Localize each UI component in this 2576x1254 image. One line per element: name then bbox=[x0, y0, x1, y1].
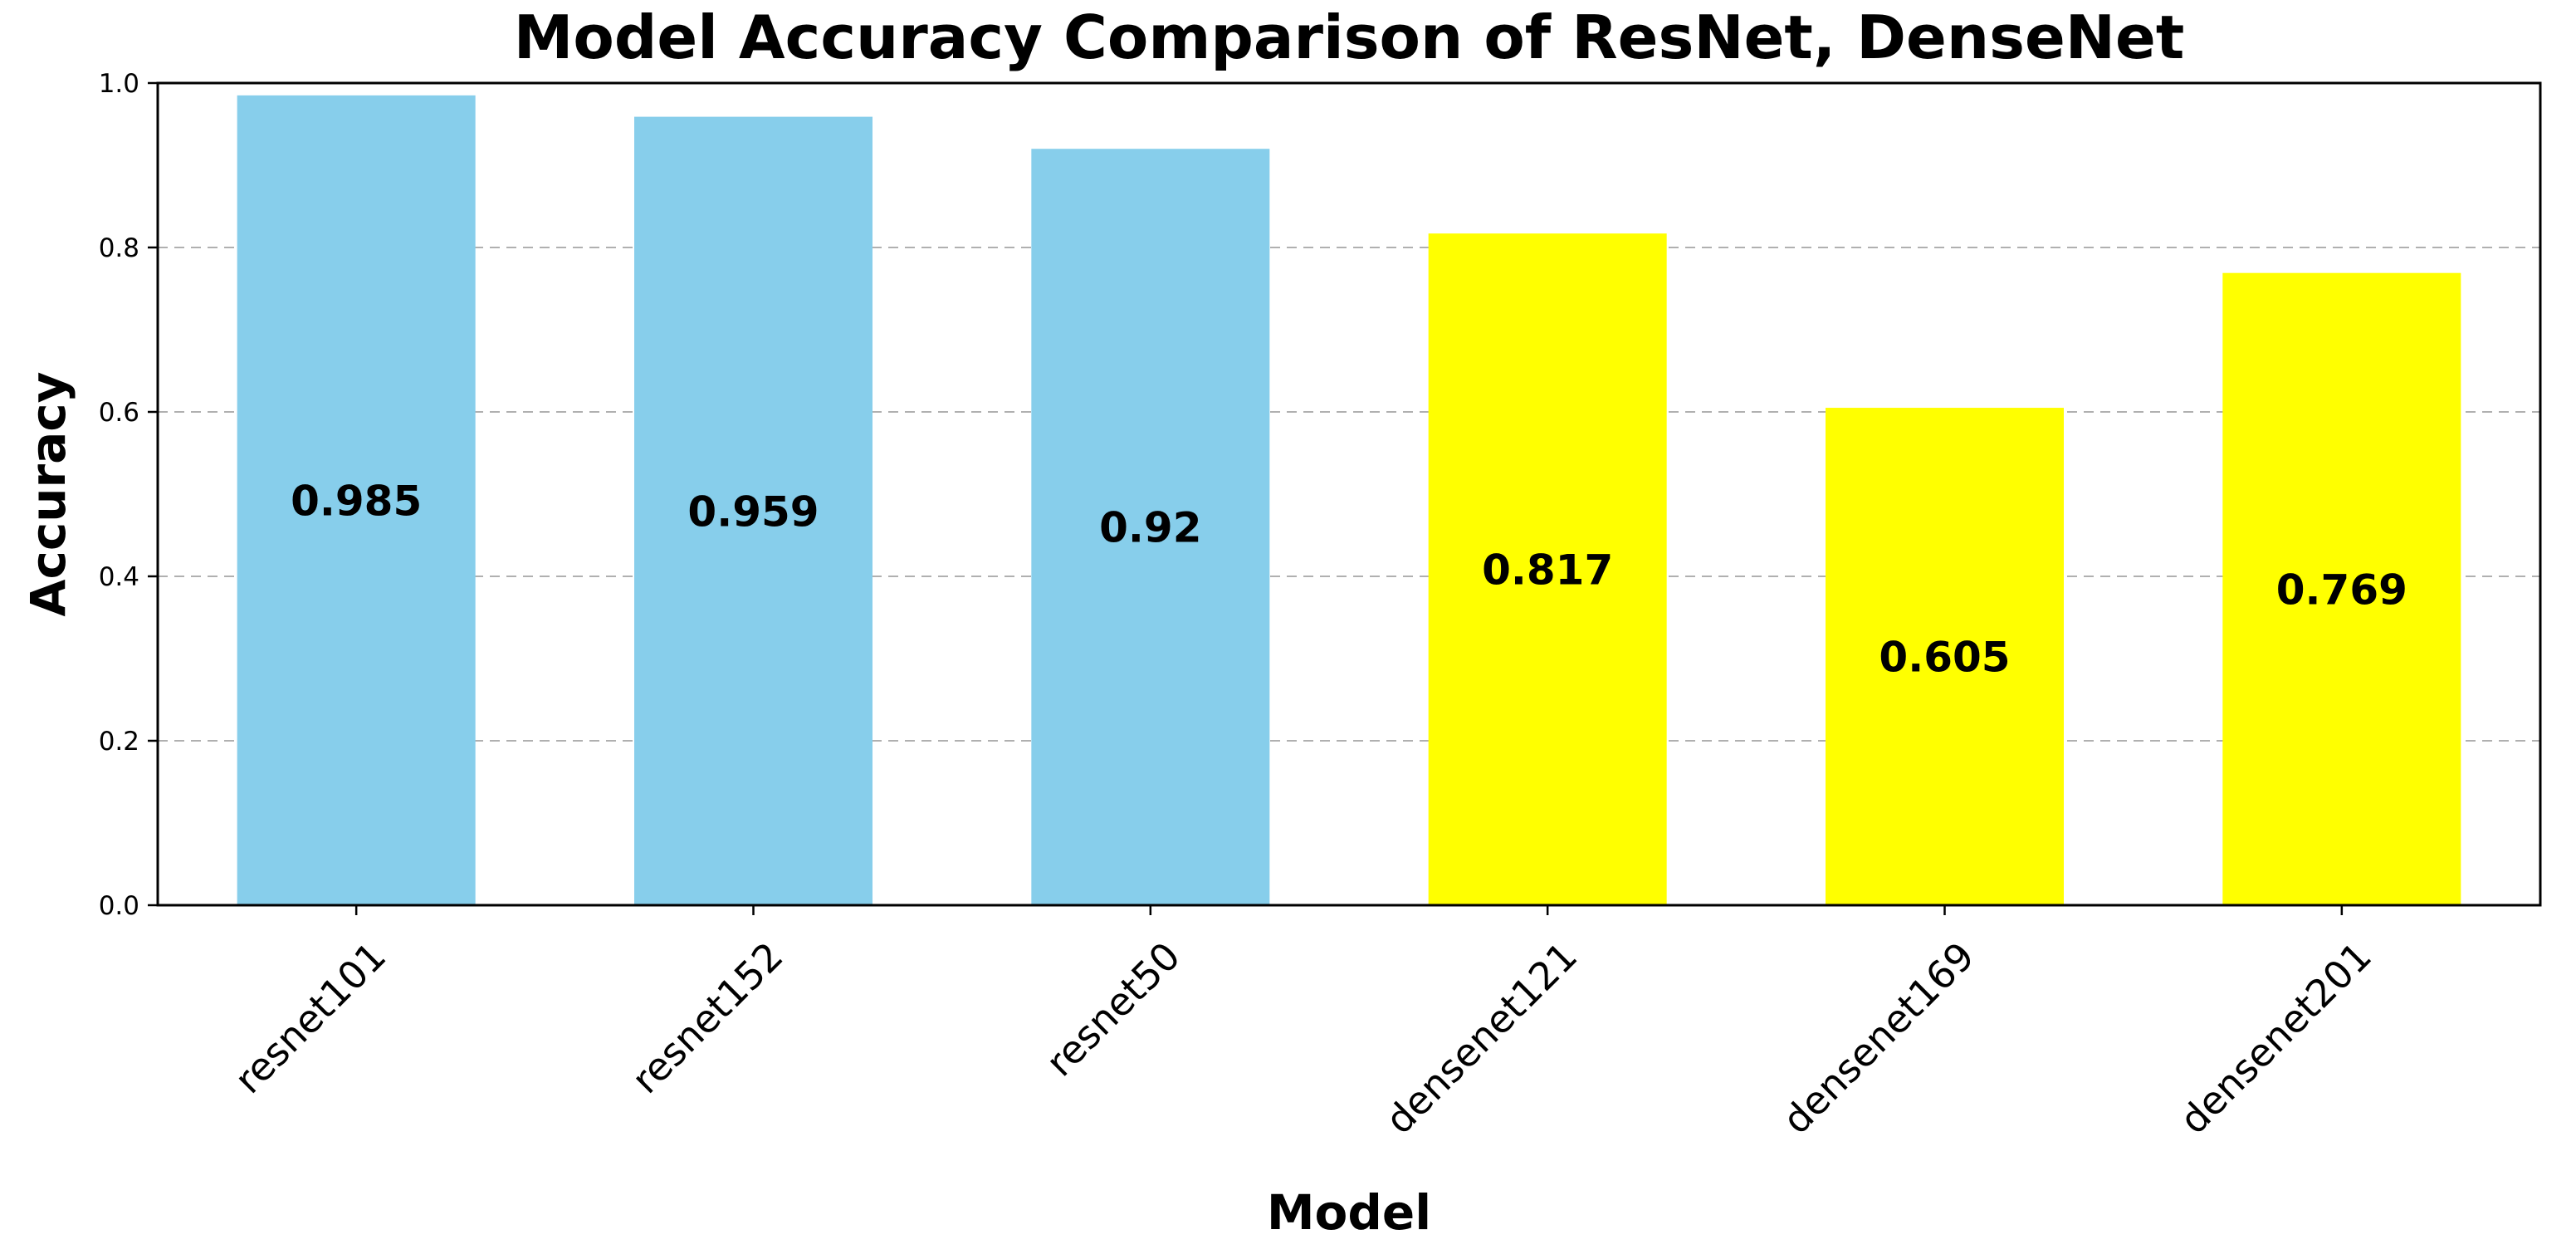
x-axis-label: Model bbox=[1267, 1184, 1431, 1241]
bar-value-label: 0.769 bbox=[2276, 566, 2407, 614]
x-ticks-layer: resnet101 resnet152 resnet50 densenet121 den… bbox=[226, 905, 2380, 1143]
y-tick-label: 0.2 bbox=[99, 727, 139, 757]
value-labels-layer: 0.985 0.959 0.92 0.817 0.605 0.769 bbox=[291, 477, 2407, 681]
grid-layer bbox=[158, 247, 2540, 742]
bar-densenet201 bbox=[2222, 272, 2461, 905]
y-tick-label: 0.4 bbox=[99, 562, 139, 592]
x-tick-label: densenet169 bbox=[1774, 933, 1983, 1143]
bar-resnet50 bbox=[1031, 149, 1270, 905]
bar-value-label: 0.605 bbox=[1879, 634, 2010, 682]
bar-resnet152 bbox=[634, 116, 873, 906]
plot-frame bbox=[156, 81, 2542, 907]
bar-value-label: 0.959 bbox=[687, 487, 819, 536]
y-axis-label: Accuracy bbox=[20, 372, 76, 617]
chart-title: Model Accuracy Comparison of ResNet, Den… bbox=[514, 2, 2185, 72]
y-tick-label: 1.0 bbox=[99, 69, 139, 99]
x-tick-label: resnet101 bbox=[226, 933, 394, 1102]
bar-resnet101 bbox=[237, 95, 476, 906]
y-tick-label: 0.6 bbox=[99, 398, 139, 428]
x-tick-label: resnet152 bbox=[623, 933, 791, 1102]
y-tick-label: 0.8 bbox=[99, 233, 139, 263]
bar-value-label: 0.985 bbox=[291, 477, 422, 525]
y-tick-label: 0.0 bbox=[99, 891, 139, 921]
y-ticks-layer: 0.0 0.2 0.4 0.6 0.8 1.0 bbox=[99, 69, 158, 921]
bar-densenet169 bbox=[1826, 408, 2064, 905]
bars-layer bbox=[237, 95, 2461, 906]
bar-value-label: 0.817 bbox=[1482, 546, 1613, 595]
x-tick-label: densenet121 bbox=[1376, 933, 1586, 1143]
x-tick-label: densenet201 bbox=[2171, 933, 2380, 1143]
bar-densenet121 bbox=[1428, 233, 1667, 905]
bar-value-label: 0.92 bbox=[1099, 504, 1201, 552]
x-tick-label: resnet50 bbox=[1037, 933, 1189, 1085]
